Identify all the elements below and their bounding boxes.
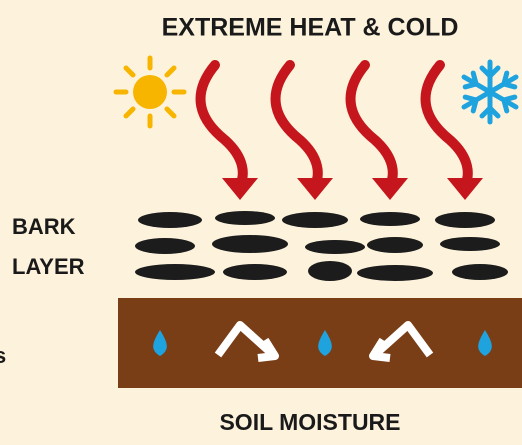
sun-icon bbox=[116, 58, 184, 126]
soil-label: SOIL MOISTURE bbox=[219, 409, 400, 435]
diagram: EXTREME HEAT & COLD bbox=[0, 0, 522, 445]
bark-label: LAYER bbox=[12, 254, 85, 279]
cropped-text: s bbox=[0, 343, 6, 368]
bark-label: BARK bbox=[12, 214, 76, 239]
title: EXTREME HEAT & COLD bbox=[162, 14, 459, 42]
